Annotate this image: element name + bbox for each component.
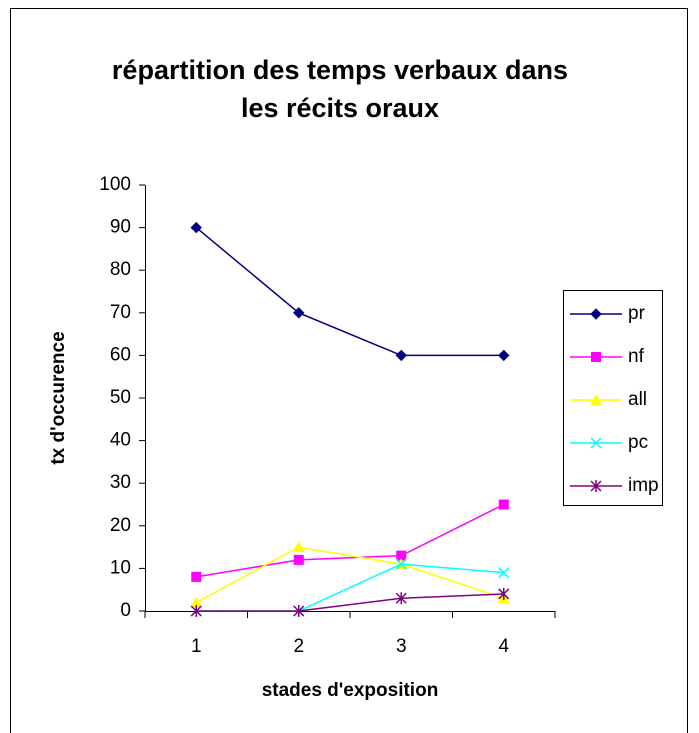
legend-label: imp: [628, 475, 659, 496]
legend-marker: [590, 308, 602, 320]
x-tick-label: 4: [498, 636, 509, 657]
x-tick-label: 3: [396, 636, 407, 657]
legend-label: nf: [628, 346, 645, 367]
point: [396, 550, 407, 561]
point: [395, 592, 407, 605]
point: [395, 558, 407, 570]
x-tick-label: 2: [293, 636, 304, 657]
legend-label: pc: [628, 432, 648, 453]
point: [293, 554, 304, 565]
x-tick-label: 1: [191, 636, 202, 657]
point: [498, 567, 510, 579]
point: [395, 349, 407, 362]
legend-marker: [591, 352, 601, 362]
point: [293, 307, 305, 319]
legend-marker: [590, 394, 602, 405]
y-tick-label: 100: [99, 174, 131, 195]
point: [292, 541, 305, 553]
point: [190, 605, 202, 617]
series-line: [195, 546, 504, 604]
series-line: [196, 593, 504, 612]
y-tick-label: 50: [110, 387, 131, 408]
legend-label: all: [628, 389, 647, 410]
y-tick-label: 40: [110, 430, 131, 451]
legend-marker: [590, 437, 602, 449]
x-axis-label: stades d'exposition: [262, 680, 439, 701]
y-tick-label: 0: [120, 600, 131, 621]
y-tick-label: 70: [110, 302, 131, 323]
legend: [563, 290, 663, 506]
series-line: [196, 503, 505, 578]
chart-title: répartition des temps verbaux dans: [112, 55, 568, 85]
y-axis-label: tx d'occurence: [48, 331, 69, 464]
legend-label: pr: [628, 303, 646, 324]
chart-title: les récits oraux: [241, 93, 439, 123]
legend-marker: [590, 480, 602, 492]
y-tick-label: 60: [110, 344, 131, 365]
y-tick-label: 30: [110, 472, 131, 493]
point: [190, 221, 202, 234]
point: [498, 349, 510, 362]
y-tick-label: 80: [110, 259, 131, 280]
point: [190, 596, 203, 608]
y-tick-label: 90: [110, 217, 131, 238]
point: [191, 571, 202, 582]
y-tick-label: 10: [110, 557, 131, 578]
point: [293, 605, 305, 617]
series-line: [195, 227, 504, 357]
y-tick-label: 20: [110, 515, 131, 536]
point: [498, 587, 510, 600]
point: [498, 499, 509, 510]
